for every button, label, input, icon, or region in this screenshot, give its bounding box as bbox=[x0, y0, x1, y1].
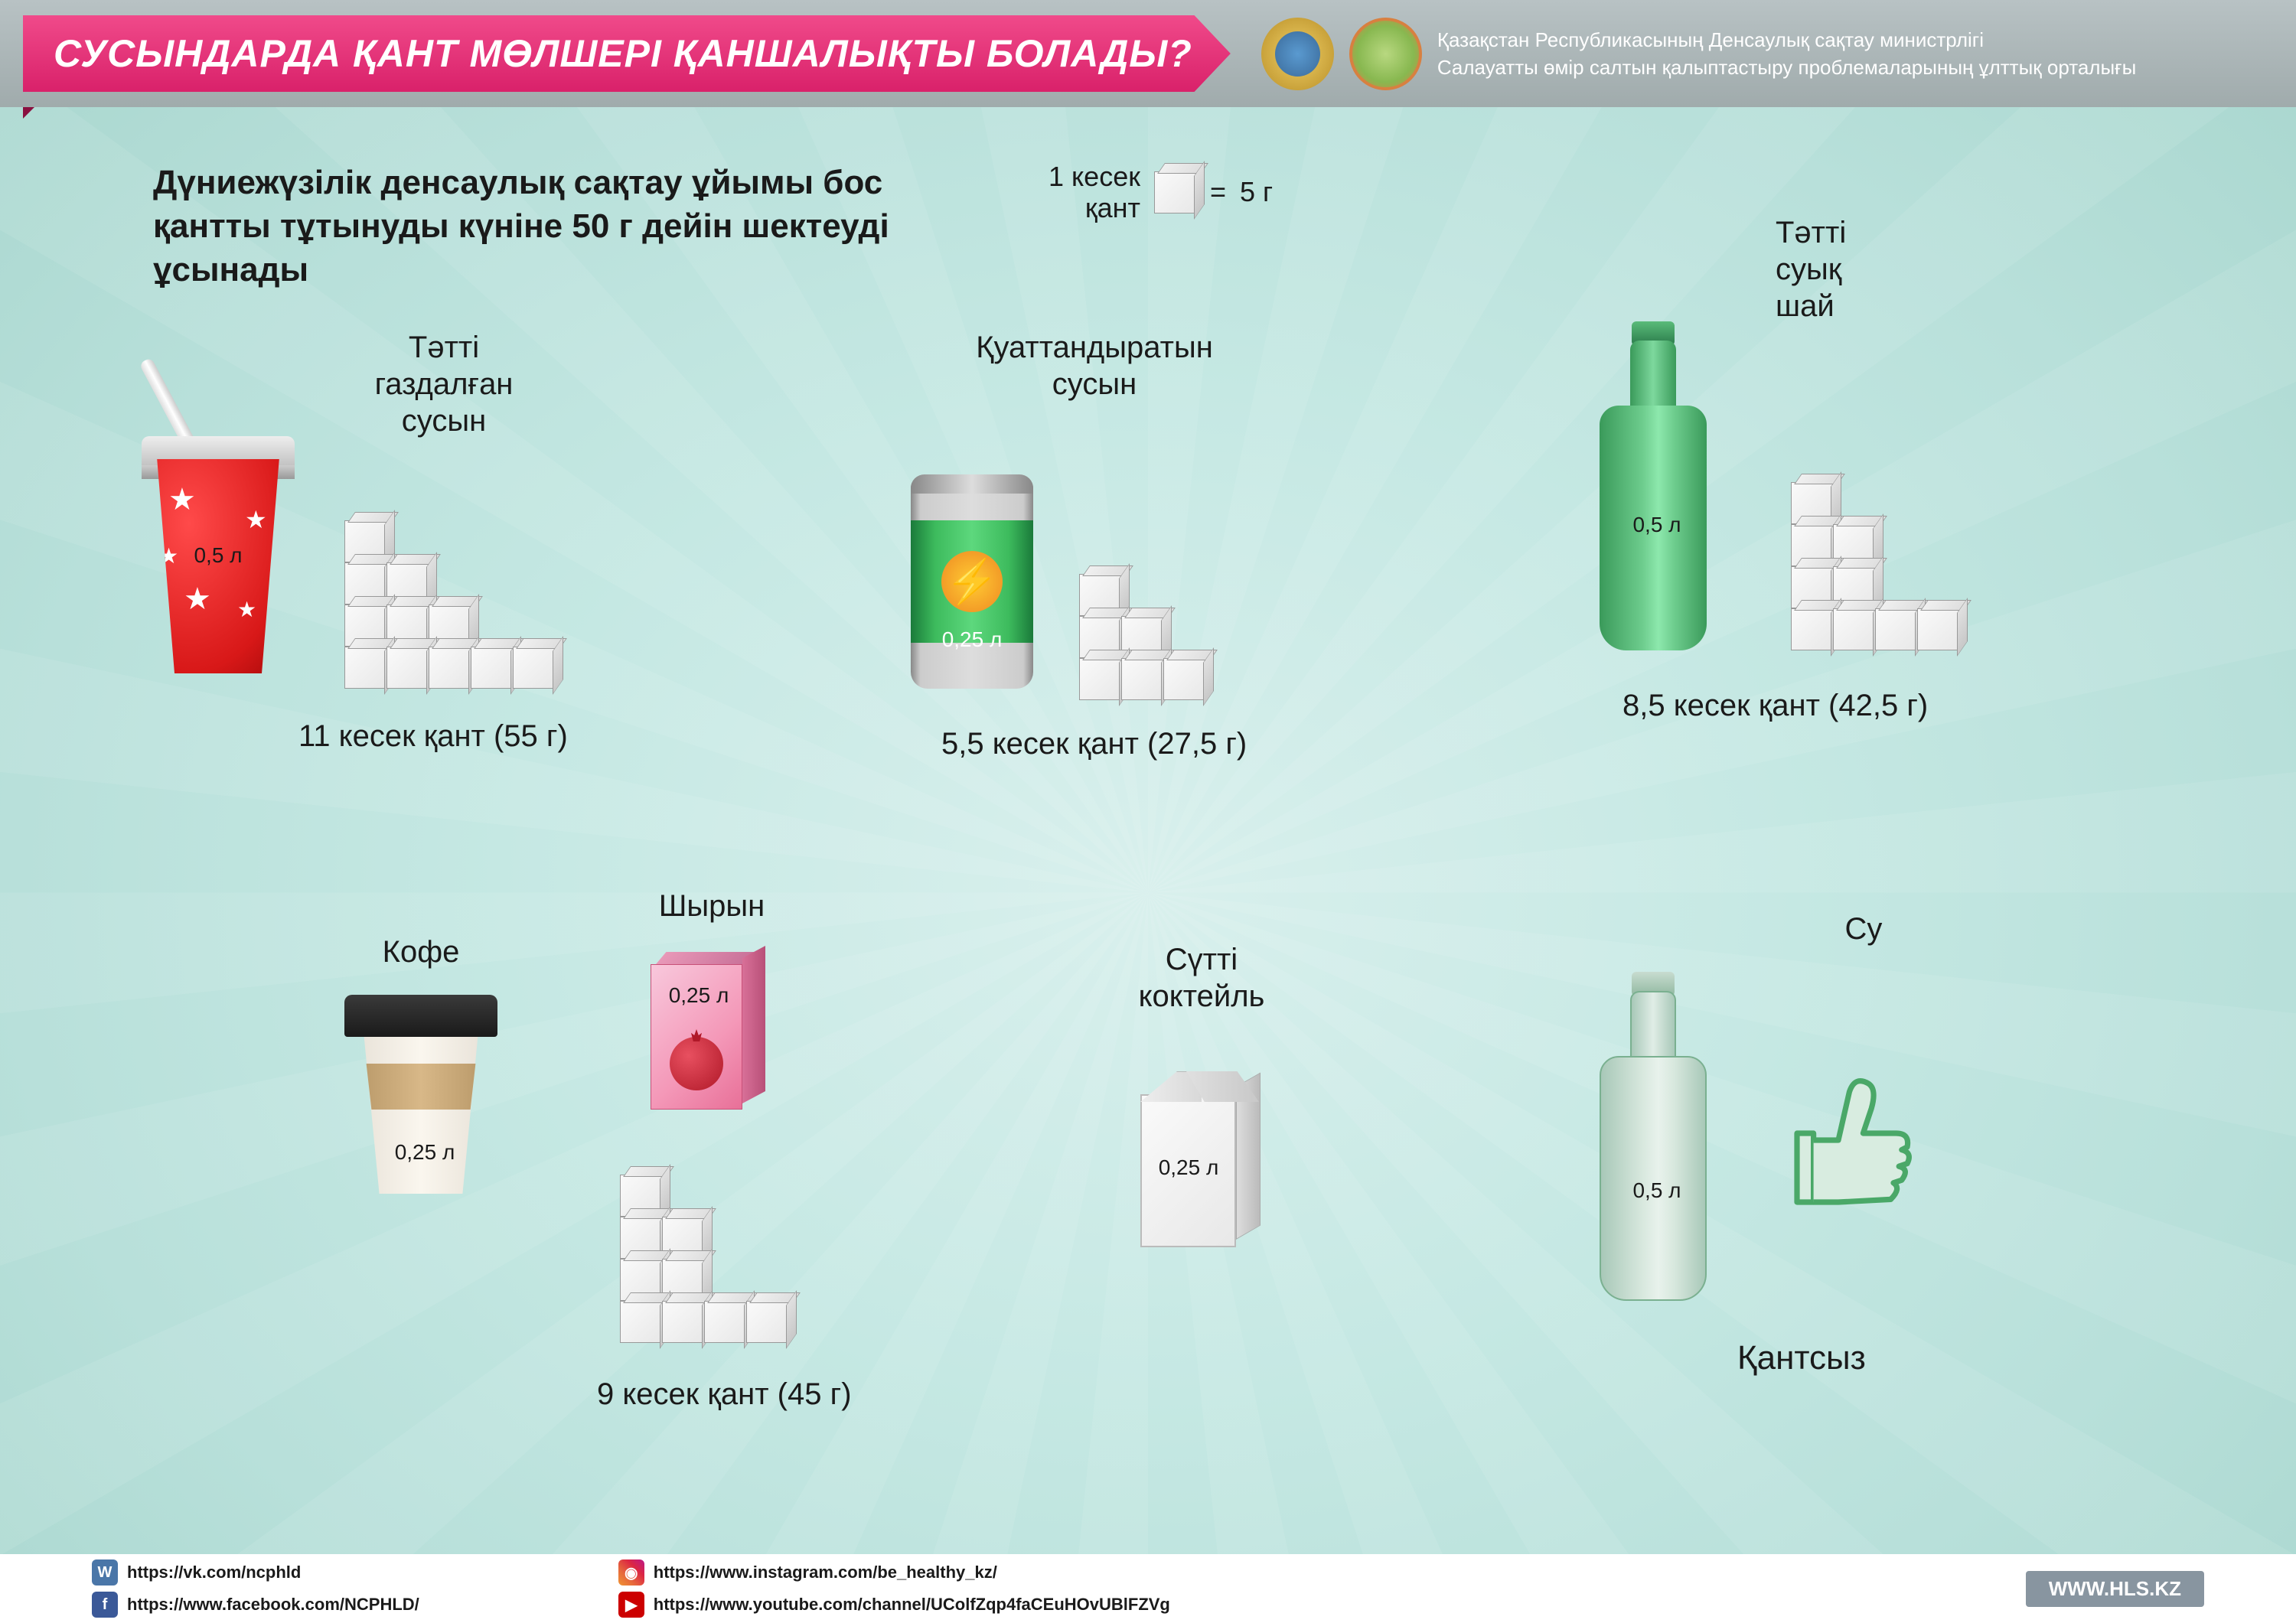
header-logos bbox=[1261, 18, 1422, 90]
footer-site[interactable]: WWW.HLS.KZ bbox=[2026, 1571, 2204, 1607]
pomegranate-icon bbox=[670, 1037, 723, 1090]
star-icon: ★ bbox=[159, 543, 178, 569]
intro-text: Дүниежүзілік денсаулық сақтау ұйымы бос … bbox=[153, 161, 918, 292]
org-line-2: Салауатты өмір салтын қалыптастыру пробл… bbox=[1437, 54, 2136, 81]
org-line-1: Қазақстан Республикасының Денсаулық сақт… bbox=[1437, 26, 2136, 54]
juice-title: Шырын bbox=[635, 888, 788, 924]
tea-title: Тәттісуықшай bbox=[1776, 214, 1929, 324]
health-center-logo-icon bbox=[1349, 18, 1422, 90]
star-icon: ★ bbox=[237, 597, 256, 622]
legend-value: 5 г bbox=[1240, 176, 1273, 208]
soda-cup-icon: ★ ★ ★ ★ ★ 0,5 л bbox=[130, 413, 306, 673]
footer-col-1: W https://vk.com/ncphld f https://www.fa… bbox=[92, 1559, 419, 1618]
juice-result: 9 кесек қант (45 г) bbox=[597, 1377, 852, 1412]
coffee-cup-icon: 0,25 л bbox=[344, 995, 497, 1194]
milkshake-title: Сүттікоктейль bbox=[1102, 941, 1301, 1015]
footer-ig[interactable]: ◉ https://www.instagram.com/be_healthy_k… bbox=[618, 1559, 1170, 1586]
vk-icon: W bbox=[92, 1559, 118, 1586]
juice-box-icon: 0,25 л bbox=[651, 941, 765, 1110]
tea-cubes bbox=[1791, 482, 1959, 650]
soda-title: Тәттігаздалғансусын bbox=[344, 329, 543, 439]
star-icon: ★ bbox=[168, 482, 196, 517]
facebook-icon: f bbox=[92, 1592, 118, 1618]
title-ribbon: СУСЫНДАРДА ҚАНТ МӨЛШЕРІ ҚАНШАЛЫҚТЫ БОЛАД… bbox=[23, 15, 1231, 92]
tea-volume: 0,5 л bbox=[1626, 513, 1688, 537]
coffee-title: Кофе bbox=[344, 934, 497, 970]
juice-cubes bbox=[620, 1175, 788, 1343]
water-volume: 0,5 л bbox=[1626, 1178, 1688, 1203]
coffee-volume: 0,25 л bbox=[386, 1140, 463, 1165]
energy-result: 5,5 кесек қант (27,5 г) bbox=[941, 727, 1247, 761]
page-title: СУСЫНДАРДА ҚАНТ МӨЛШЕРІ ҚАНШАЛЫҚТЫ БОЛАД… bbox=[54, 31, 1192, 76]
sugar-cube-icon bbox=[1154, 171, 1196, 213]
star-icon: ★ bbox=[245, 505, 267, 534]
tea-result: 8,5 кесек қант (42,5 г) bbox=[1623, 689, 1928, 723]
tea-bottle-icon: 0,5 л bbox=[1592, 314, 1714, 650]
legend-label: 1 кесек қант bbox=[1049, 161, 1140, 224]
instagram-icon: ◉ bbox=[618, 1559, 644, 1586]
youtube-icon: ▶ bbox=[618, 1592, 644, 1618]
footer-fb[interactable]: f https://www.facebook.com/NCPHLD/ bbox=[92, 1592, 419, 1618]
infographic-page: СУСЫНДАРДА ҚАНТ МӨЛШЕРІ ҚАНШАЛЫҚТЫ БОЛАД… bbox=[0, 0, 2296, 1623]
footer-col-2: ◉ https://www.instagram.com/be_healthy_k… bbox=[618, 1559, 1170, 1618]
thumbs-up-icon bbox=[1783, 1064, 1921, 1217]
legend-equals: = bbox=[1210, 176, 1226, 208]
soda-cubes bbox=[344, 520, 555, 689]
soda-result: 11 кесек қант (55 г) bbox=[298, 719, 568, 754]
header-bar: СУСЫНДАРДА ҚАНТ МӨЛШЕРІ ҚАНШАЛЫҚТЫ БОЛАД… bbox=[0, 0, 2296, 107]
energy-title: Қуаттандыратынсусын bbox=[941, 329, 1247, 402]
footer-yt[interactable]: ▶ https://www.youtube.com/channel/UColfZ… bbox=[618, 1592, 1170, 1618]
header-org-text: Қазақстан Республикасының Денсаулық сақт… bbox=[1437, 26, 2136, 82]
milk-carton-icon: 0,25 л bbox=[1140, 1056, 1263, 1247]
milkshake-volume: 0,25 л bbox=[1154, 1155, 1223, 1180]
water-result: Қантсыз bbox=[1737, 1339, 1866, 1377]
state-emblem-icon bbox=[1261, 18, 1334, 90]
energy-cubes bbox=[1079, 574, 1205, 700]
juice-volume: 0,25 л bbox=[664, 983, 733, 1008]
water-bottle-icon: 0,5 л bbox=[1592, 964, 1714, 1301]
energy-volume: 0,25 л bbox=[938, 627, 1006, 652]
sugar-cube-legend: 1 кесек қант = 5 г bbox=[1049, 161, 1273, 224]
energy-can-icon: ⚡ 0,25 л bbox=[911, 474, 1033, 689]
footer-vk[interactable]: W https://vk.com/ncphld bbox=[92, 1559, 419, 1586]
water-title: Су bbox=[1806, 911, 1921, 947]
footer: W https://vk.com/ncphld f https://www.fa… bbox=[0, 1554, 2296, 1623]
lightning-bolt-icon: ⚡ bbox=[941, 551, 1003, 612]
soda-volume: 0,5 л bbox=[184, 543, 253, 568]
star-icon: ★ bbox=[184, 582, 211, 617]
